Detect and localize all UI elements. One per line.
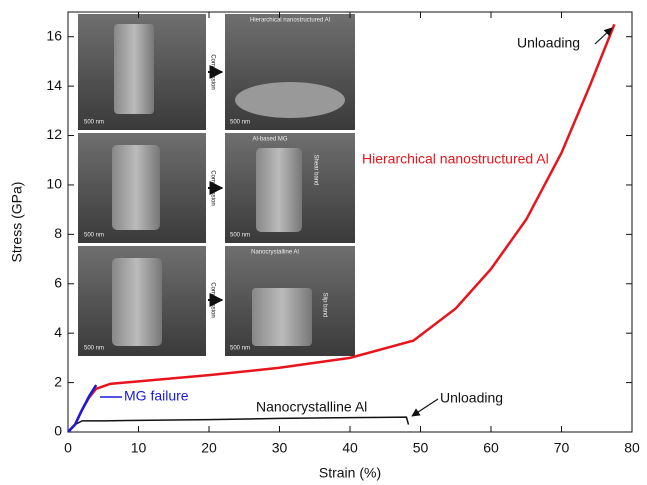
scale-bar: 500 nm bbox=[230, 346, 250, 352]
pillar bbox=[112, 145, 160, 230]
scale-bar: 500 nm bbox=[230, 120, 250, 126]
scale-bar: 500 nm bbox=[84, 120, 104, 126]
insets: Hierarchical nanostructured Al Al-based … bbox=[78, 14, 355, 356]
x-axis-title: Strain (%) bbox=[319, 465, 381, 481]
scale-bar: 500 nm bbox=[84, 346, 104, 352]
x-tick-label: 0 bbox=[64, 440, 72, 456]
inset-title: Nanocrystalline Al bbox=[251, 250, 299, 256]
series-label: Hierarchical nanostructured Al bbox=[362, 151, 549, 167]
x-tick-label: 80 bbox=[624, 440, 640, 456]
scale-bar: 500 nm bbox=[230, 233, 250, 239]
series-label: Nanocrystalline Al bbox=[256, 399, 367, 415]
annotation-arrow bbox=[594, 27, 613, 45]
inset-action: Compression bbox=[209, 282, 215, 317]
y-tick-label: 6 bbox=[54, 274, 62, 290]
inset-title: Hierarchical nanostructured Al bbox=[250, 18, 330, 24]
pillar bbox=[256, 148, 302, 232]
inset-action: Compression bbox=[209, 54, 215, 89]
y-tick-label: 0 bbox=[54, 423, 62, 439]
line bbox=[67, 416, 410, 433]
line bbox=[67, 384, 98, 433]
inset-feature: Shear band bbox=[312, 154, 318, 185]
inset-action: Compression bbox=[209, 170, 215, 205]
pillar bbox=[112, 258, 162, 346]
inset-title: Al-based MG bbox=[252, 137, 287, 143]
x-tick-label: 10 bbox=[131, 440, 147, 456]
x-tick-label: 70 bbox=[554, 440, 570, 456]
x-tick-label: 50 bbox=[413, 440, 429, 456]
y-tick-label: 2 bbox=[54, 373, 62, 389]
scale-bar: 500 nm bbox=[84, 233, 104, 239]
pillar bbox=[252, 288, 312, 346]
y-tick-label: 10 bbox=[46, 176, 62, 192]
x-tick-label: 60 bbox=[483, 440, 499, 456]
y-tick-label: 4 bbox=[54, 324, 62, 340]
pillar bbox=[235, 82, 345, 118]
annotation: Unloading bbox=[517, 35, 580, 51]
x-tick-label: 20 bbox=[201, 440, 217, 456]
y-tick-label: 8 bbox=[54, 225, 62, 241]
x-tick-label: 40 bbox=[342, 440, 358, 456]
series-label: MG failure bbox=[124, 388, 189, 404]
inset-feature: Slip band bbox=[321, 292, 327, 317]
y-tick-label: 14 bbox=[46, 77, 62, 93]
y-tick-label: 12 bbox=[46, 126, 62, 142]
pillar bbox=[114, 24, 154, 114]
y-axis-title: Stress (GPa) bbox=[9, 182, 25, 263]
x-tick-label: 30 bbox=[272, 440, 288, 456]
annotation-arrow bbox=[411, 398, 439, 417]
annotation: Unloading bbox=[440, 390, 503, 406]
y-tick-label: 16 bbox=[46, 27, 62, 43]
